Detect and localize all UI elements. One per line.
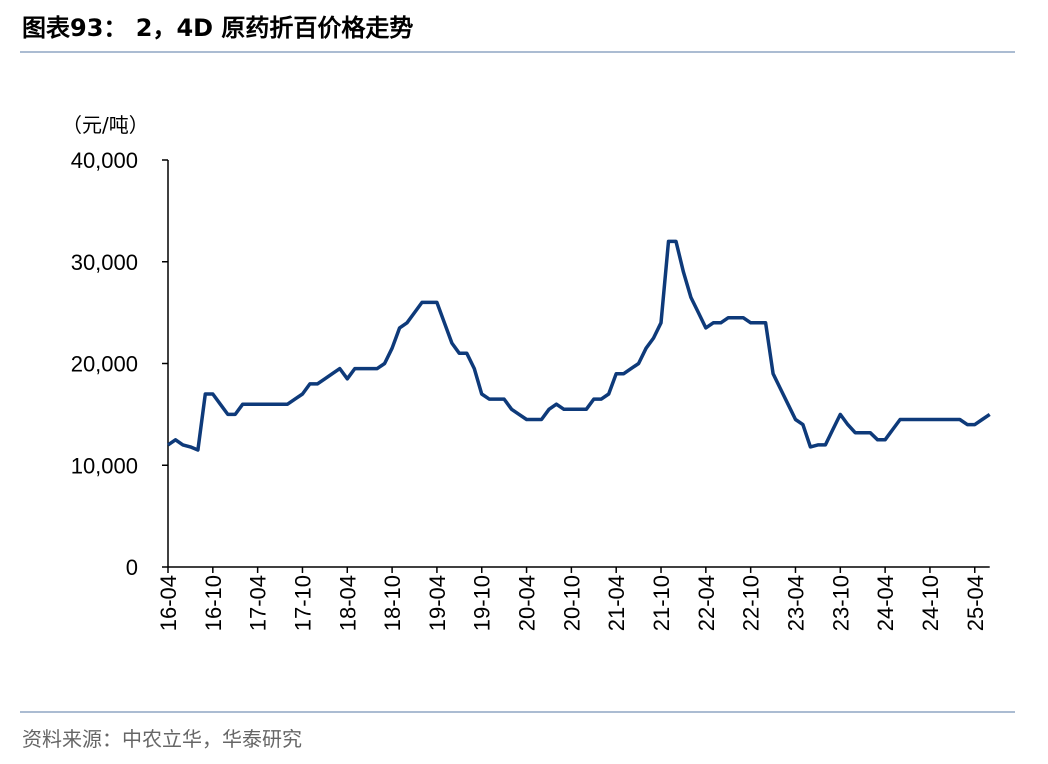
data-line: [167, 239, 991, 452]
y-tick-label: 40,000: [71, 148, 138, 173]
chart-title: 图表93： 2，4D 原药折百价格走势: [22, 14, 413, 42]
source-note: 资料来源：中农立华，华泰研究: [22, 727, 302, 751]
x-tick-label: 21-10: [649, 575, 674, 631]
x-tick-label: 16-04: [156, 575, 181, 631]
x-tick-label: 17-10: [290, 575, 315, 631]
x-tick-label: 19-04: [425, 575, 450, 631]
x-tick-label: 23-04: [783, 575, 808, 631]
x-tick-label: 25-04: [963, 575, 988, 631]
y-tick-label: 10,000: [71, 453, 138, 478]
x-tick-label: 19-10: [470, 575, 495, 631]
y-axis-label: （元/吨）: [62, 113, 149, 137]
x-tick-label: 16-10: [201, 575, 226, 631]
x-tick-label: 20-04: [515, 575, 540, 631]
x-tick-label: 21-04: [604, 575, 629, 631]
x-tick-label: 22-10: [739, 575, 764, 631]
x-tick-label: 22-04: [694, 575, 719, 631]
y-tick-label: 20,000: [71, 352, 138, 377]
x-tick-label: 24-04: [873, 575, 898, 631]
x-tick-label: 23-10: [828, 575, 853, 631]
y-tick-label: 0: [126, 555, 138, 580]
x-tick-label: 18-10: [380, 575, 405, 631]
x-tick-label: 18-04: [335, 575, 360, 631]
x-tick-label: 20-10: [559, 575, 584, 631]
x-tick-label: 17-04: [246, 575, 271, 631]
y-tick-label: 30,000: [71, 250, 138, 275]
x-tick-label: 24-10: [918, 575, 943, 631]
